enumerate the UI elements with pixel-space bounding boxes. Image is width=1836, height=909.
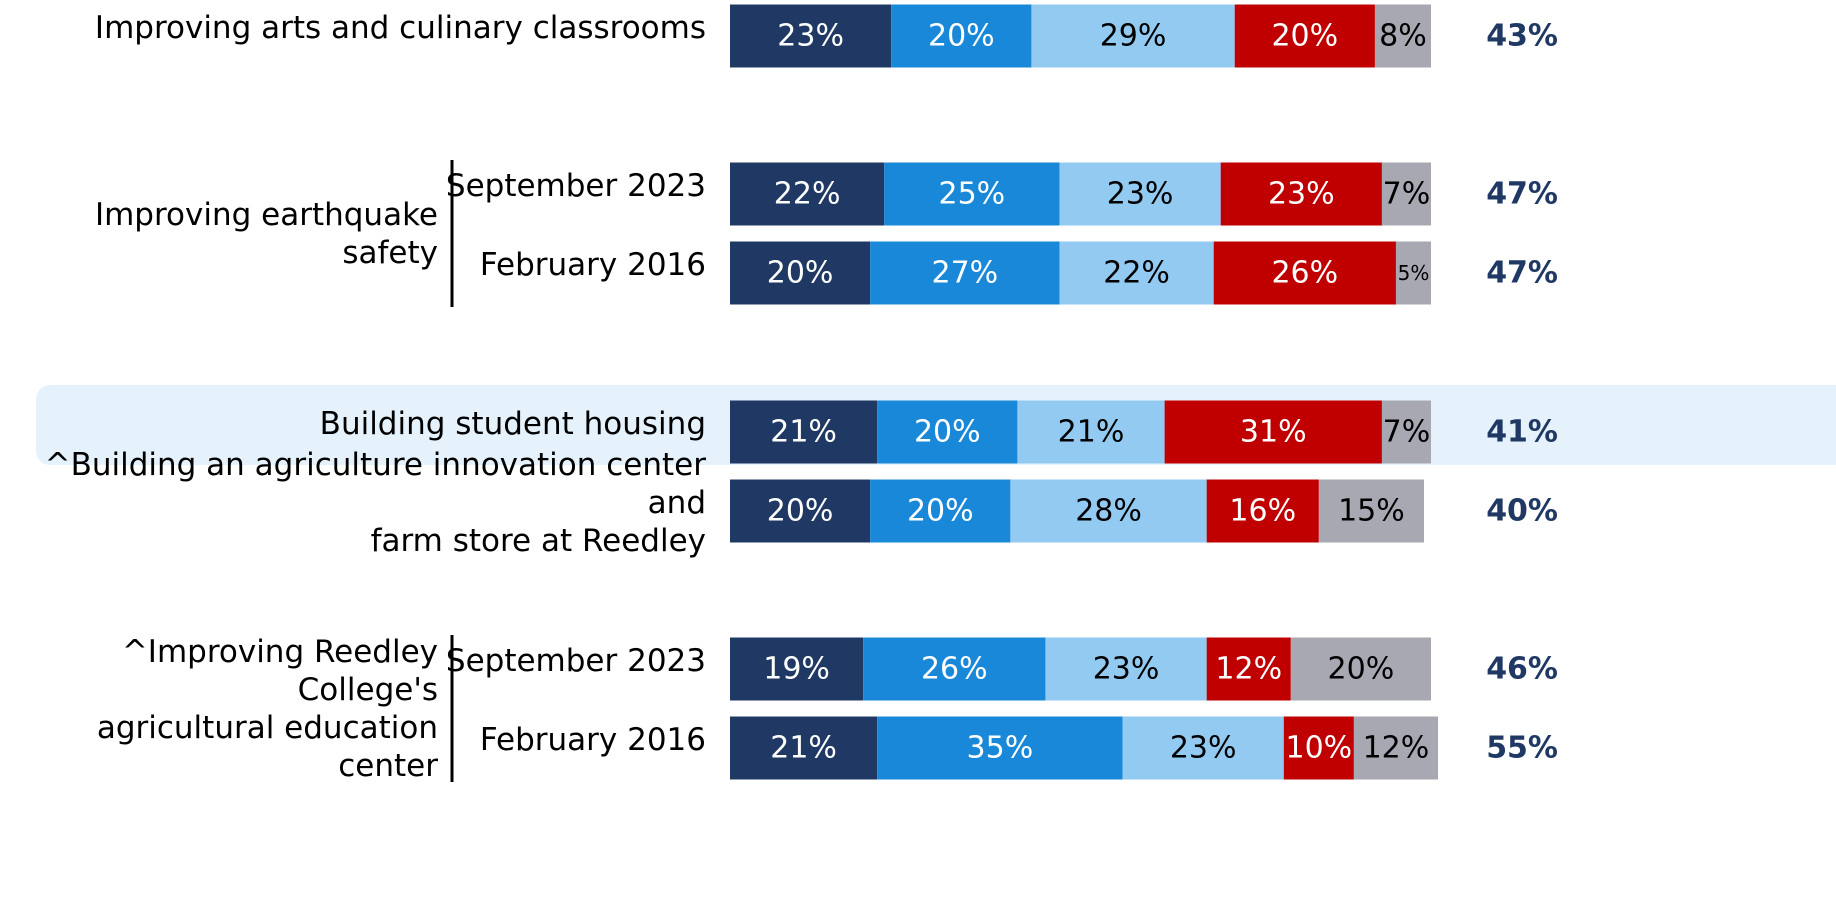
data-label: 23% <box>777 19 844 54</box>
data-label: 20% <box>1271 19 1338 54</box>
bar-segment <box>1206 637 1291 701</box>
data-label: 28% <box>1075 494 1142 529</box>
data-label: 21% <box>1058 415 1125 450</box>
data-label: 23% <box>1170 731 1237 766</box>
data-label: 20% <box>767 256 834 291</box>
total-label: 41% <box>1486 415 1558 450</box>
group-label: ^Improving Reedley College's agricultura… <box>96 633 438 784</box>
data-label: 35% <box>967 731 1034 766</box>
bar-segment <box>1059 162 1221 226</box>
data-label: 10% <box>1285 731 1352 766</box>
bar-segment <box>730 162 885 226</box>
bar-segment <box>1206 479 1319 543</box>
bar-segment <box>1318 479 1424 543</box>
data-label: 12% <box>1215 652 1282 687</box>
bar-segment <box>877 716 1123 780</box>
group-label: Improving earthquake safety <box>94 196 438 271</box>
data-label: 19% <box>763 652 830 687</box>
data-label: 7% <box>1383 415 1431 450</box>
bar-segment <box>730 400 878 464</box>
bar-segment <box>1290 637 1431 701</box>
bar-segment <box>730 4 892 68</box>
bar-segment <box>1059 241 1214 305</box>
data-label: 20% <box>928 19 995 54</box>
bar-segment <box>1283 716 1354 780</box>
data-label: 26% <box>921 652 988 687</box>
bar-segment <box>730 716 878 780</box>
bar-segment <box>877 400 1018 464</box>
data-label: 21% <box>770 415 837 450</box>
bar-segment <box>1031 4 1235 68</box>
data-label: 20% <box>914 415 981 450</box>
bar-segment <box>1045 637 1207 701</box>
bar-segment <box>870 479 1011 543</box>
data-label: 27% <box>931 256 998 291</box>
data-label: 16% <box>1229 494 1296 529</box>
sub-category-label: September 2023 <box>445 168 706 204</box>
bar-segment <box>1164 400 1382 464</box>
bar-segment <box>1353 716 1439 780</box>
bar-segment <box>1234 4 1375 68</box>
total-label: 46% <box>1486 652 1558 687</box>
data-label: 25% <box>939 177 1006 212</box>
data-label: 23% <box>1268 177 1335 212</box>
data-label: 20% <box>907 494 974 529</box>
sub-category-label: September 2023 <box>445 643 706 679</box>
category-label: Building student housing <box>319 406 706 442</box>
bar-segment <box>1010 479 1207 543</box>
bar-segment <box>884 162 1060 226</box>
sub-category-label: February 2016 <box>479 247 706 283</box>
data-label: 26% <box>1271 256 1338 291</box>
data-label: 23% <box>1107 177 1174 212</box>
data-label: 15% <box>1338 494 1405 529</box>
bar-segment <box>1213 241 1396 305</box>
data-label: 20% <box>767 494 834 529</box>
data-label: 22% <box>1103 256 1170 291</box>
data-label: 7% <box>1383 177 1431 212</box>
total-label: 47% <box>1486 177 1558 212</box>
total-label: 47% <box>1486 256 1558 291</box>
bar-segment <box>863 637 1046 701</box>
total-label: 43% <box>1486 19 1558 54</box>
data-label: 12% <box>1363 731 1430 766</box>
sub-category-label: February 2016 <box>479 722 706 758</box>
bar-segment <box>1381 162 1431 226</box>
data-label: 23% <box>1093 652 1160 687</box>
data-label: 8% <box>1379 19 1427 54</box>
data-label: 29% <box>1100 19 1167 54</box>
data-label: 21% <box>770 731 837 766</box>
bar-segment <box>1122 716 1284 780</box>
bar-segment <box>891 4 1032 68</box>
bar-segment <box>1374 4 1431 68</box>
bar-segment <box>730 241 871 305</box>
bar-segment <box>1395 241 1431 305</box>
data-label: 31% <box>1240 415 1307 450</box>
total-label: 55% <box>1486 731 1558 766</box>
data-label: 20% <box>1328 652 1395 687</box>
bar-segment <box>730 479 871 543</box>
bar-segment <box>1017 400 1165 464</box>
total-label: 40% <box>1486 494 1558 529</box>
bar-segment <box>1220 162 1382 226</box>
data-label: 5% <box>1398 261 1430 285</box>
bar-segment <box>1381 400 1431 464</box>
data-label: 22% <box>774 177 841 212</box>
category-label: Improving arts and culinary classrooms <box>94 10 706 46</box>
bar-segment <box>730 637 864 701</box>
category-label: ^Building an agriculture innovation cent… <box>44 447 706 559</box>
bar-segment <box>870 241 1060 305</box>
